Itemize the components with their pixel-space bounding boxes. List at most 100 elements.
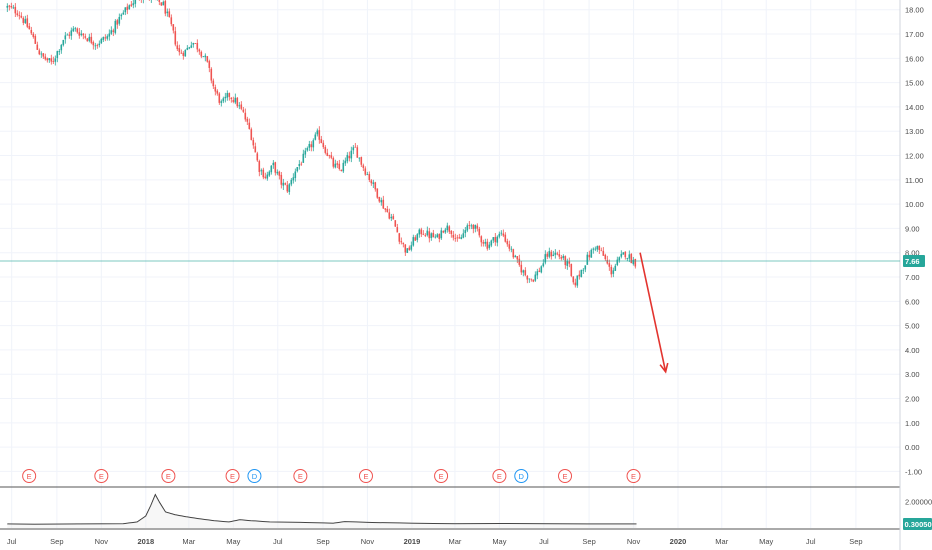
candle-body bbox=[32, 33, 35, 37]
earnings-marker[interactable]: E bbox=[225, 469, 240, 483]
candle-body bbox=[296, 167, 299, 172]
candle-body bbox=[394, 220, 397, 227]
dividend-marker[interactable]: D bbox=[247, 469, 262, 483]
candle-body bbox=[14, 6, 17, 14]
candle-body bbox=[270, 165, 273, 173]
price-axis[interactable]: 18.00 17.00 16.00 15.00 14.00 13.00 12.00 11.00… bbox=[903, 6, 932, 530]
trend-arrow-annotation[interactable] bbox=[639, 252, 669, 374]
candle-body bbox=[554, 252, 557, 255]
candle-body bbox=[276, 171, 279, 174]
candle-body bbox=[310, 144, 313, 148]
arrow-shaft[interactable] bbox=[639, 252, 667, 372]
candle-body bbox=[290, 179, 293, 185]
candle-body bbox=[632, 259, 635, 265]
candle-body bbox=[400, 241, 403, 243]
candle-body bbox=[598, 245, 601, 251]
candle-body bbox=[390, 216, 393, 219]
candle-body bbox=[546, 253, 549, 257]
event-marker-label: E bbox=[27, 472, 32, 481]
candle-body bbox=[478, 228, 481, 236]
candle-body bbox=[288, 184, 291, 192]
earnings-marker[interactable]: E bbox=[558, 469, 573, 483]
candle-body bbox=[94, 45, 97, 47]
candle-body bbox=[604, 254, 607, 260]
time-tick-label: Nov bbox=[95, 537, 109, 546]
dividend-marker[interactable]: D bbox=[514, 469, 529, 483]
candle-body bbox=[280, 174, 283, 185]
candle-body bbox=[98, 43, 101, 46]
price-tick-label: 9.00 bbox=[905, 224, 920, 233]
candle-body bbox=[338, 163, 341, 169]
earnings-marker[interactable]: E bbox=[22, 469, 37, 483]
candle-body bbox=[258, 161, 261, 172]
candle-body bbox=[506, 241, 509, 245]
candle-body bbox=[128, 5, 131, 10]
candle-body bbox=[100, 38, 103, 44]
earnings-marker[interactable]: E bbox=[161, 469, 176, 483]
time-tick-label: Sep bbox=[316, 537, 329, 546]
candle-body bbox=[574, 282, 577, 286]
time-tick-label: Sep bbox=[50, 537, 63, 546]
event-marker-circle bbox=[434, 469, 449, 483]
earnings-marker[interactable]: E bbox=[434, 469, 449, 483]
price-tick-label: 13.00 bbox=[905, 127, 924, 136]
event-marker-circle bbox=[358, 469, 373, 483]
candle-body bbox=[24, 19, 27, 23]
earnings-marker[interactable]: E bbox=[626, 469, 641, 483]
candle-body bbox=[582, 269, 585, 271]
earnings-marker[interactable]: E bbox=[94, 469, 109, 483]
candle-body bbox=[502, 233, 505, 236]
candle-body bbox=[196, 42, 199, 50]
candle-body bbox=[360, 157, 363, 165]
price-tick-label: 11.00 bbox=[905, 176, 923, 185]
candle-body bbox=[222, 98, 225, 102]
event-marker-circle bbox=[22, 469, 37, 483]
candle-body bbox=[320, 139, 323, 143]
candle-body bbox=[498, 233, 501, 237]
candle-body bbox=[324, 147, 327, 153]
earnings-marker[interactable]: E bbox=[293, 469, 308, 483]
candle-body bbox=[174, 31, 177, 45]
candle-body bbox=[262, 169, 265, 178]
candle-body bbox=[182, 52, 185, 56]
earnings-marker[interactable]: E bbox=[358, 469, 373, 483]
candle-body bbox=[228, 93, 231, 97]
candle-body bbox=[530, 278, 533, 280]
candle-body bbox=[402, 242, 405, 245]
candle-body bbox=[20, 15, 23, 18]
candle-body bbox=[596, 246, 599, 250]
candle-body bbox=[254, 146, 257, 153]
candle-body bbox=[80, 33, 83, 36]
candle-body bbox=[170, 17, 173, 25]
arrow-head[interactable] bbox=[659, 362, 669, 374]
price-tick-label: 15.00 bbox=[905, 79, 924, 88]
candle-body bbox=[86, 38, 89, 42]
price-tick-label: 7.00 bbox=[905, 273, 920, 282]
candle-body bbox=[206, 56, 209, 62]
candle-body bbox=[594, 248, 597, 250]
candle-body bbox=[34, 36, 37, 44]
event-marker-label: D bbox=[252, 472, 258, 481]
earnings-marker[interactable]: E bbox=[492, 469, 507, 483]
candle-body bbox=[230, 97, 233, 100]
candle-body bbox=[374, 182, 377, 190]
candle-body bbox=[118, 16, 121, 24]
candle-body bbox=[256, 153, 259, 161]
candle-body bbox=[516, 256, 519, 260]
candle-body bbox=[376, 188, 379, 198]
candle-body bbox=[490, 240, 493, 246]
candle-body bbox=[464, 230, 467, 234]
candle-body bbox=[192, 42, 195, 45]
candle-body bbox=[172, 24, 175, 31]
time-tick-label: Jul bbox=[7, 537, 17, 546]
candle-body bbox=[410, 245, 413, 250]
candle-body bbox=[82, 33, 85, 36]
candle-body bbox=[10, 6, 13, 8]
price-tick-label: 12.00 bbox=[905, 152, 924, 161]
candle-body bbox=[382, 199, 385, 209]
time-axis[interactable]: Jul Sep Nov 2018 Mar May Jul Sep Nov 2019 Mar May Ju… bbox=[7, 537, 863, 546]
time-tick-label: May bbox=[492, 537, 506, 546]
candle-body bbox=[12, 7, 15, 9]
